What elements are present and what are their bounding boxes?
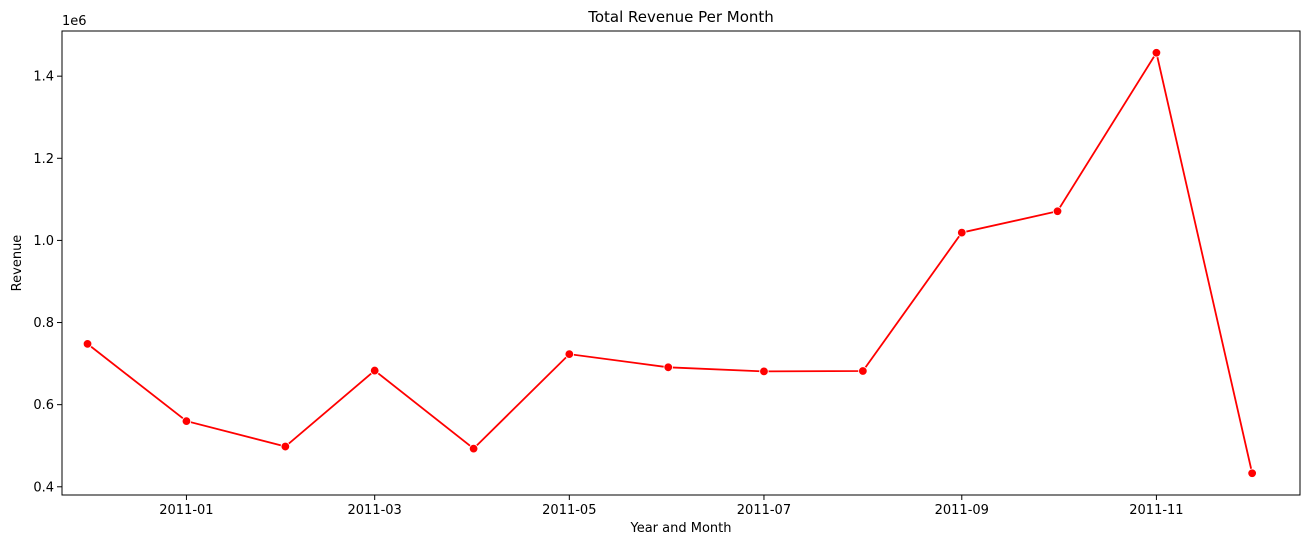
data-point: [957, 227, 967, 238]
x-tick-label: 2011-11: [1129, 503, 1183, 518]
y-tick-label: 0.8: [33, 316, 54, 331]
y-tick-label: 0.6: [33, 398, 54, 413]
y-tick-label: 1.0: [33, 234, 54, 249]
y-axis: 0.4 0.6 0.8 1.0 1.2 1.4: [33, 70, 62, 495]
x-tick-label: 2011-07: [737, 503, 791, 518]
data-point: [369, 365, 380, 376]
data-point: [82, 339, 93, 349]
data-point: [1151, 48, 1162, 58]
x-axis: 2011-01 2011-03 2011-05 2011-07 2011-09 2011-…: [159, 495, 1184, 518]
y-axis-offset-label: 1e6: [62, 14, 87, 29]
data-point: [564, 349, 575, 359]
y-tick-label: 0.4: [33, 480, 54, 495]
x-tick-label: 2011-03: [348, 503, 402, 518]
data-point: [280, 441, 291, 452]
data-point: [181, 416, 192, 426]
data-point: [468, 443, 479, 454]
x-tick-label: 2011-01: [159, 503, 213, 518]
plot-layer: [82, 48, 1257, 478]
x-tick-label: 2011-09: [935, 503, 989, 518]
x-axis-label: Year and Month: [630, 521, 732, 536]
y-axis-label: Revenue: [10, 235, 25, 292]
data-point: [858, 366, 868, 376]
data-point: [663, 362, 673, 373]
chart-title: Total Revenue Per Month: [587, 8, 774, 26]
data-point: [759, 366, 769, 377]
data-point: [1247, 468, 1257, 478]
plot-frame: [61, 30, 1301, 496]
y-tick-label: 1.4: [33, 70, 54, 85]
y-tick-label: 1.2: [33, 152, 54, 167]
series-line: [86, 50, 1254, 474]
x-tick-label: 2011-05: [542, 503, 596, 518]
data-point: [1052, 206, 1063, 216]
